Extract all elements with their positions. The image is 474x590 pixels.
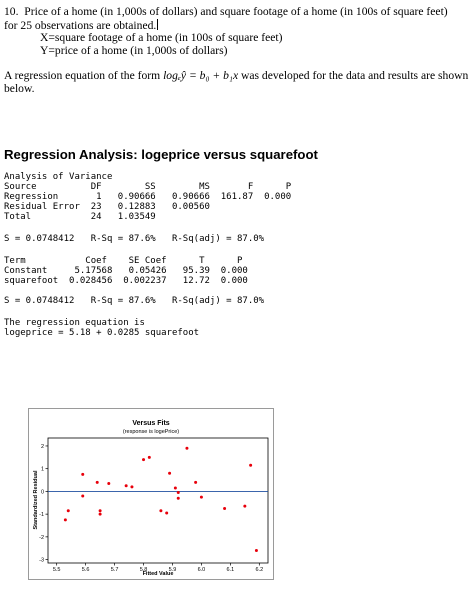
y-tick-label: 0 — [41, 489, 44, 495]
coef-row: Constant 5.17568 0.05426 95.39 0.000 — [4, 266, 248, 276]
y-tick-label: 2 — [41, 444, 44, 450]
data-point — [176, 491, 180, 495]
paragraph-before: A regression equation of the form — [4, 69, 164, 82]
x-tick-label: 5.9 — [169, 567, 177, 573]
y-tick-label: -3 — [39, 558, 44, 564]
data-point — [142, 458, 146, 462]
data-point — [168, 471, 172, 475]
y-definition: Y=price of a home (in 1,000s of dollars) — [40, 43, 228, 57]
plot-area — [47, 437, 269, 564]
x-tick-label: 5.6 — [82, 567, 90, 573]
data-point — [107, 481, 111, 485]
question-line-1: Price of a home (in 1,000s of dollars) a… — [24, 5, 448, 18]
text-cursor — [157, 18, 159, 30]
description-paragraph: A regression equation of the form logₑŷ … — [4, 69, 470, 95]
data-point — [130, 485, 134, 489]
data-point — [124, 484, 128, 488]
residual-vs-fits-plot: Versus Fits (response is logePrice) 5.5 5… — [28, 408, 274, 580]
x-definition: X=square footage of a home (in 100s of s… — [40, 31, 283, 44]
data-point — [98, 509, 102, 513]
anova-row: Residual Error 23 0.12883 0.00560 — [4, 202, 210, 212]
regression-heading: Regression Analysis: logeprice versus sq… — [4, 147, 318, 162]
chart-subtitle: (response is logePrice) — [123, 429, 179, 435]
coef-row: Term Coef SE Coef T P — [4, 256, 243, 266]
data-point — [159, 509, 163, 513]
equation-title: The regression equation is — [4, 318, 145, 328]
equation-line: logeprice = 5.18 + 0.0285 squarefoot — [4, 328, 200, 338]
anova-row: Regression 1 0.90666 0.90666 161.87 0.00… — [4, 192, 292, 202]
data-point — [199, 495, 203, 499]
data-point — [176, 496, 180, 500]
x-tick-label: 5.8 — [140, 567, 148, 573]
x-tick-label: 6.2 — [255, 567, 263, 573]
data-point — [81, 494, 85, 498]
data-point — [147, 455, 151, 459]
fit-summary: S = 0.0748412 R-Sq = 87.6% R-Sq(adj) = 8… — [4, 296, 265, 306]
anova-row: Total 24 1.03549 — [4, 212, 156, 222]
y-tick-label: -1 — [39, 512, 44, 518]
data-point — [98, 512, 102, 516]
chart-title: Versus Fits — [132, 420, 169, 427]
data-point — [95, 480, 99, 484]
x-tick-label: 6.1 — [227, 567, 235, 573]
y-axis-label: Standardized Residual — [33, 470, 39, 529]
data-point — [185, 446, 189, 450]
data-point — [249, 463, 253, 467]
question-number: 10. — [4, 5, 19, 18]
data-point — [194, 480, 198, 484]
paragraph-after: was developed for the data and results a… — [4, 69, 469, 95]
x-tick-label: 5.5 — [53, 567, 61, 573]
data-point — [63, 518, 67, 522]
fit-summary: S = 0.0748412 R-Sq = 87.6% R-Sq(adj) = 8… — [4, 234, 265, 244]
anova-row: Source DF SS MS F P — [4, 182, 292, 192]
x-tick-label: 6.0 — [198, 567, 206, 573]
plot-frame — [28, 408, 274, 580]
y-tick-label: 1 — [41, 467, 44, 473]
data-point — [254, 549, 258, 552]
y-tick-label: -2 — [39, 535, 44, 541]
data-point — [81, 472, 85, 476]
x-axis-label: Fitted Value — [143, 571, 174, 577]
data-point — [66, 509, 70, 513]
anova-title: Analysis of Variance — [4, 172, 113, 182]
question-line-2: for 25 observations are obtained. — [4, 18, 157, 32]
x-tick-label: 5.7 — [111, 567, 119, 573]
coef-row: squarefoot 0.028456 0.002237 12.72 0.000 — [4, 276, 248, 286]
data-point — [173, 486, 177, 490]
data-point — [223, 506, 227, 510]
data-point — [165, 511, 169, 515]
regression-equation-form: logₑŷ = b₀ + b₁x — [163, 69, 239, 82]
data-point — [243, 504, 247, 508]
question-block: 10. Price of a home (in 1,000s of dollar… — [4, 5, 448, 57]
